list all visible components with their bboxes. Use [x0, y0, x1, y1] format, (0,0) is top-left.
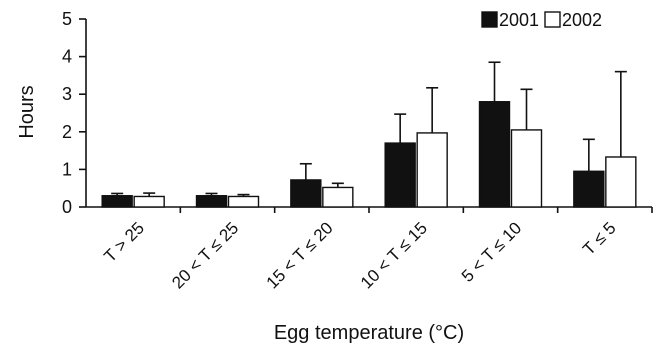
category-label: T > 25	[100, 218, 148, 266]
bar-2002	[510, 129, 543, 208]
legend-swatch-2002	[544, 11, 561, 28]
x-axis-title: Egg temperature (°C)	[274, 322, 464, 344]
bar-2001	[195, 195, 228, 208]
y-tick-label: 4	[62, 47, 72, 67]
legend-label-2001: 2001	[499, 10, 539, 30]
y-tick-label: 0	[62, 197, 72, 217]
bars	[101, 101, 637, 208]
axes	[85, 19, 652, 208]
y-ticks: 0 1 2 3 4 5	[62, 9, 86, 217]
bar-2002	[322, 186, 354, 208]
category-label: T ≤ 5	[579, 218, 620, 259]
y-tick-label: 2	[62, 122, 72, 142]
x-ticks	[179, 207, 653, 213]
bar-2002	[227, 195, 260, 208]
category-label: 10 < T ≤ 15	[357, 218, 431, 292]
bar-2001	[573, 170, 605, 208]
category-label: 20 < T ≤ 25	[168, 218, 242, 292]
bar-2002	[133, 195, 165, 208]
category-labels: T > 25 20 < T ≤ 25 15 < T ≤ 20 10 < T ≤ 15 5…	[100, 218, 619, 292]
y-tick-label: 3	[62, 84, 72, 104]
bar-2001	[384, 142, 416, 208]
legend-label-2002: 2002	[562, 10, 602, 30]
error-bars	[111, 61, 627, 197]
y-tick-label: 5	[62, 9, 72, 29]
bar-2001	[478, 101, 511, 208]
legend: 2001 2002	[481, 10, 602, 30]
category-label: 15 < T ≤ 20	[263, 218, 337, 292]
bar-2001	[290, 179, 322, 208]
legend-swatch-2001	[481, 11, 498, 28]
category-label: 5 < T ≤ 10	[458, 218, 525, 285]
bar-2002	[605, 156, 637, 208]
y-tick-label: 1	[62, 159, 72, 179]
bar-2002	[416, 132, 448, 208]
bar-2001	[101, 195, 133, 208]
y-axis-title: Hours	[16, 85, 38, 138]
